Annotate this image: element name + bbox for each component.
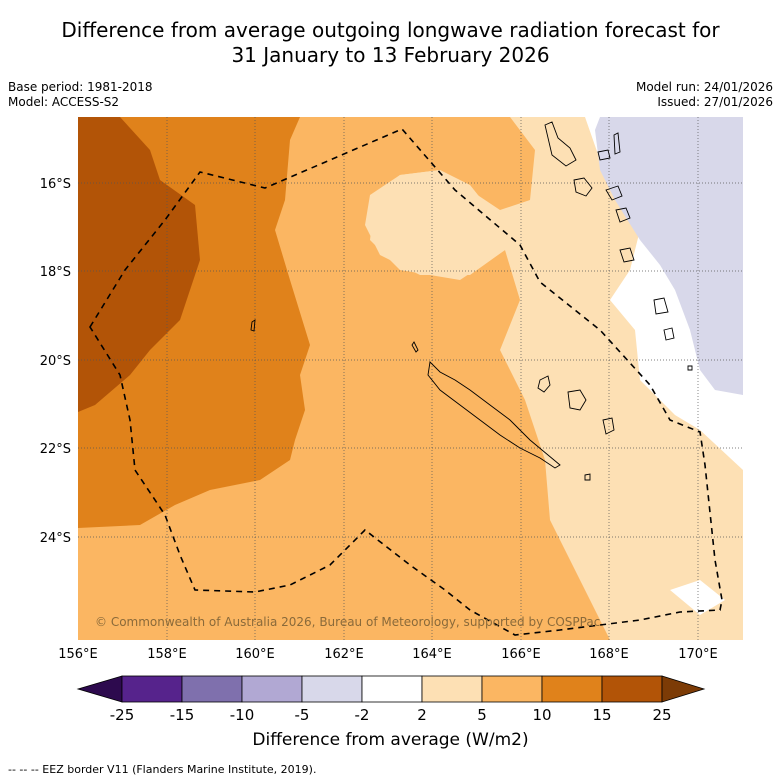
colorbar-segment-2 <box>181 675 243 703</box>
colorbar-tick: 25 <box>652 706 671 724</box>
colorbar-tick: -10 <box>230 706 255 724</box>
band-neutral-south <box>670 580 725 615</box>
lat-label-22s: 22°S <box>40 442 71 457</box>
epi-island <box>605 185 623 201</box>
band-2-5-centre <box>365 170 505 275</box>
eez-border <box>89 128 723 636</box>
colorbar-segment-3 <box>241 675 303 703</box>
chart-title-line2: 31 January to 13 February 2026 <box>231 43 550 67</box>
colorbar-segment-9 <box>601 675 663 703</box>
lon-label-156e: 156°E <box>58 647 98 662</box>
erromango-island <box>619 247 635 263</box>
malekula-island <box>573 177 593 197</box>
colorbar-tick: 10 <box>532 706 551 724</box>
isle-of-pines <box>584 473 591 481</box>
west-islet <box>250 319 256 332</box>
copyright-text: © Commonwealth of Australia 2026, Bureau… <box>95 615 600 629</box>
lat-label-18s: 18°S <box>40 265 71 280</box>
lon-labels: 156°E 158°E 160°E 162°E 164°E 166°E 168°… <box>58 647 718 662</box>
islands <box>250 121 693 481</box>
model-name: Model: ACCESS-S2 <box>8 95 120 109</box>
colorbar-segment-4 <box>301 675 363 703</box>
base-period: Base period: 1981-2018 <box>8 80 153 94</box>
aneityum-island <box>663 327 675 341</box>
new-caledonia-island <box>427 361 561 469</box>
map-field: © Commonwealth of Australia 2026, Bureau… <box>78 117 743 640</box>
colorbar-tick: 2 <box>417 706 427 724</box>
chart-title: Difference from average outgoing longwav… <box>0 18 781 68</box>
lon-label-164e: 164°E <box>412 647 452 662</box>
lon-label-160e: 160°E <box>235 647 275 662</box>
lat-label-20s: 20°S <box>40 354 71 369</box>
matthew-island <box>687 365 693 371</box>
band-minus5-minus2 <box>595 117 743 395</box>
espiritu-santo-island <box>544 121 577 167</box>
lifou-island <box>567 389 587 411</box>
lon-label-162e: 162°E <box>324 647 364 662</box>
lat-label-24s: 24°S <box>40 531 71 546</box>
colorbar-segment-5 <box>361 675 423 703</box>
model-run: Model run: 24/01/2026 <box>635 80 773 94</box>
belep-island <box>411 341 419 353</box>
colorbar-segment-6 <box>421 675 483 703</box>
tanna-island <box>653 297 669 315</box>
colorbar-tick: -2 <box>355 706 370 724</box>
colorbar-segment-8 <box>541 675 603 703</box>
gridlines <box>78 117 743 640</box>
colorbar <box>76 675 706 703</box>
lon-label-170e: 170°E <box>678 647 718 662</box>
band-5-10-east-lobe <box>430 117 535 210</box>
band-15-25 <box>78 117 200 412</box>
eez-legend-note: -- -- -- EEZ border V11 (Flanders Marine… <box>8 763 317 776</box>
colorbar-tick: 5 <box>477 706 487 724</box>
lat-label-16s: 16°S <box>40 177 71 192</box>
lon-label-168e: 168°E <box>589 647 629 662</box>
lat-labels: 16°S 18°S 20°S 22°S 24°S <box>40 177 71 546</box>
colorbar-label: Difference from average (W/m2) <box>252 730 529 750</box>
efate-island <box>615 207 631 223</box>
meta-left: Base period: 1981-2018 Model: ACCESS-S2 <box>8 80 153 110</box>
lon-label-158e: 158°E <box>147 647 187 662</box>
colorbar-tick: -25 <box>110 706 135 724</box>
colorbar-tick: 15 <box>592 706 611 724</box>
meta-right: Model run: 24/01/2026 Issued: 27/01/2026 <box>636 80 773 110</box>
maewo-island <box>597 149 611 161</box>
colorbar-ticks: -25 -15 -10 -5 -2 2 5 10 15 25 <box>110 706 672 724</box>
chart-title-line1: Difference from average outgoing longwav… <box>61 18 720 42</box>
ouvea-island <box>537 375 551 393</box>
issued-date: Issued: 27/01/2026 <box>657 95 773 109</box>
colorbar-arrow-min <box>76 675 123 703</box>
mare-island <box>602 417 615 435</box>
colorbar-tick: -5 <box>295 706 310 724</box>
colorbar-tick: -15 <box>170 706 195 724</box>
colorbar-arrow-max <box>661 675 706 703</box>
colorbar-segment-7 <box>481 675 543 703</box>
pentecost-island <box>613 132 621 155</box>
lon-label-166e: 166°E <box>501 647 541 662</box>
colorbar-segment-1 <box>121 675 183 703</box>
